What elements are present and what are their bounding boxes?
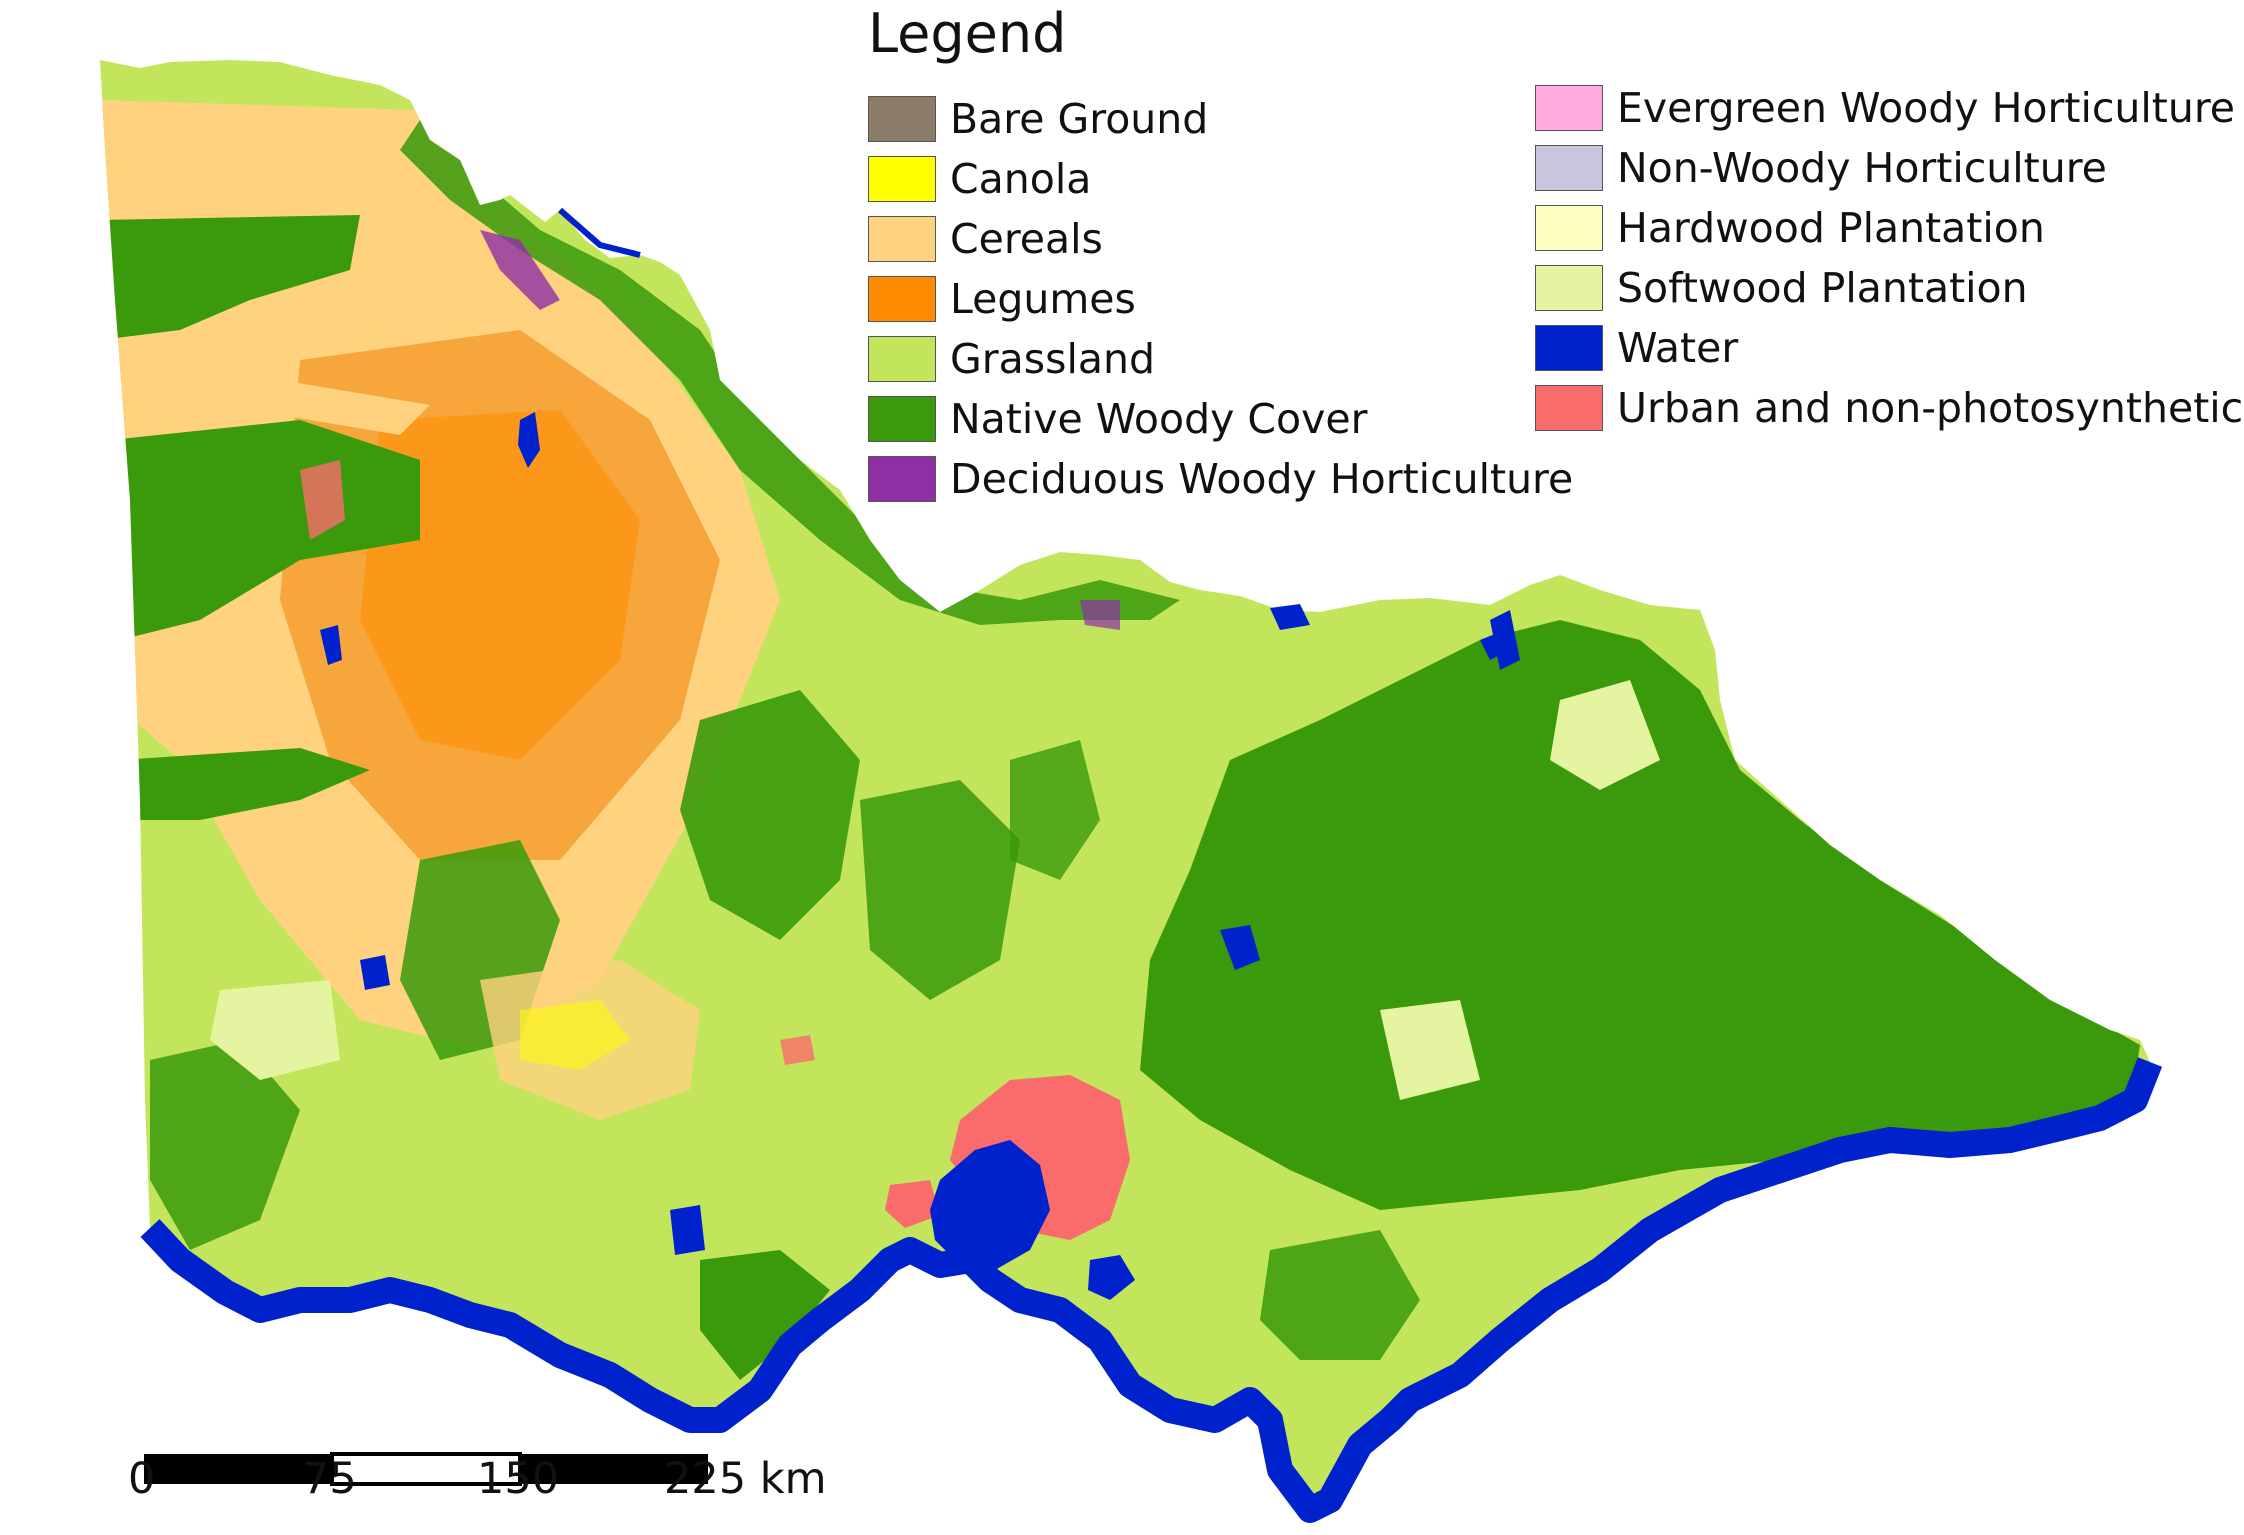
- central-woodland-2: [860, 780, 1020, 1000]
- lake-3: [670, 1205, 705, 1255]
- legend-label: Non-Woody Horticulture: [1617, 144, 2107, 192]
- legend-item-hardwood-plantation: Hardwood Plantation: [1535, 204, 2045, 252]
- legend-label: Evergreen Woody Horticulture: [1617, 84, 2236, 132]
- woody-band-2: [110, 420, 420, 640]
- lake-west: [360, 955, 390, 990]
- legend-title: Legend: [868, 2, 1067, 65]
- swatch-softwood-plantation: [1535, 265, 1603, 311]
- urban-geelong: [885, 1180, 940, 1228]
- legend-item-water: Water: [1535, 324, 1738, 372]
- urban-ballarat: [780, 1035, 815, 1065]
- legend-item-deciduous-woody-horticulture: Deciduous Woody Horticulture: [868, 455, 1573, 503]
- swatch-legumes: [868, 276, 936, 322]
- swatch-grassland: [868, 336, 936, 382]
- swatch-evergreen-woody-horticulture: [1535, 85, 1603, 131]
- legend-label: Grassland: [950, 335, 1155, 383]
- otways-forest: [700, 1250, 830, 1380]
- legumes-core: [360, 410, 640, 760]
- legend-item-grassland: Grassland: [868, 335, 1155, 383]
- lake-eildon: [1220, 925, 1260, 970]
- scale-tick-75: 75: [302, 1454, 357, 1504]
- central-woodland-4: [1010, 740, 1100, 880]
- legend-item-evergreen-woody-horticulture: Evergreen Woody Horticulture: [1535, 84, 2235, 132]
- swatch-canola: [868, 156, 936, 202]
- legend-label: Hardwood Plantation: [1617, 204, 2045, 252]
- legend-item-canola: Canola: [868, 155, 1091, 203]
- softwood-patch-2: [1550, 680, 1660, 790]
- woody-band-3: [120, 748, 370, 820]
- cereals-band: [100, 350, 430, 435]
- softwood-patch-1: [210, 980, 340, 1080]
- swatch-deciduous-woody-horticulture: [868, 456, 936, 502]
- swatch-non-woody-horticulture: [1535, 145, 1603, 191]
- legend-label: Water: [1617, 324, 1739, 372]
- legend-label: Canola: [950, 155, 1092, 203]
- legend-label: Softwood Plantation: [1617, 264, 2028, 312]
- scale-tick-0: 0: [128, 1454, 156, 1504]
- swatch-water: [1535, 325, 1603, 371]
- south-west-woodland: [150, 1040, 300, 1250]
- coastline: [140, 1057, 2163, 1523]
- port-phillip-bay: [930, 1140, 1050, 1270]
- scale-tick-225-km: 225 km: [664, 1454, 827, 1504]
- legend-item-cereals: Cereals: [868, 215, 1103, 263]
- swatch-urban: [1535, 385, 1603, 431]
- scale-bar: [144, 1452, 708, 1486]
- legend-item-urban: Urban and non-photosynthetic: [1535, 384, 2243, 432]
- deciduous-horticulture: [480, 230, 560, 310]
- legend-label: Bare Ground: [950, 95, 1209, 143]
- swatch-cereals: [868, 216, 936, 262]
- legend-item-legumes: Legumes: [868, 275, 1136, 323]
- gippsland-woodland: [1260, 1230, 1420, 1360]
- murray-river: [558, 207, 641, 258]
- lake-2: [320, 625, 342, 665]
- legend-label: Urban and non-photosynthetic: [1617, 384, 2244, 432]
- softwood-patch-3: [1380, 1000, 1480, 1100]
- swatch-bare-ground: [868, 96, 936, 142]
- eastern-forest: [1140, 620, 2140, 1210]
- legend-item-native-woody-cover: Native Woody Cover: [868, 395, 1367, 443]
- swatch-native-woody-cover: [868, 396, 936, 442]
- scale-tick-150: 150: [477, 1454, 560, 1504]
- legend-label: Deciduous Woody Horticulture: [950, 455, 1574, 503]
- scale-segment-3: [520, 1454, 708, 1484]
- legend-label: Native Woody Cover: [950, 395, 1368, 443]
- legend-label: Legumes: [950, 275, 1136, 323]
- scale-segment-1: [144, 1454, 332, 1484]
- legend-item-softwood-plantation: Softwood Plantation: [1535, 264, 2028, 312]
- lake-1: [518, 412, 540, 468]
- land-cover-patches: [100, 100, 2140, 1380]
- deciduous-horticulture-2: [1080, 600, 1120, 630]
- urban-nw: [300, 460, 345, 540]
- canola-south: [520, 1000, 630, 1070]
- lake-hume: [1270, 604, 1310, 630]
- dartmouth: [1480, 632, 1510, 660]
- legend-item-non-woody-horticulture: Non-Woody Horticulture: [1535, 144, 2107, 192]
- legend-item-bare-ground: Bare Ground: [868, 95, 1208, 143]
- central-woodland-1: [680, 690, 860, 940]
- woody-band-1: [100, 215, 360, 340]
- western-port: [1088, 1255, 1135, 1300]
- legend-label: Cereals: [950, 215, 1103, 263]
- swatch-hardwood-plantation: [1535, 205, 1603, 251]
- scale-segment-2: [330, 1452, 522, 1486]
